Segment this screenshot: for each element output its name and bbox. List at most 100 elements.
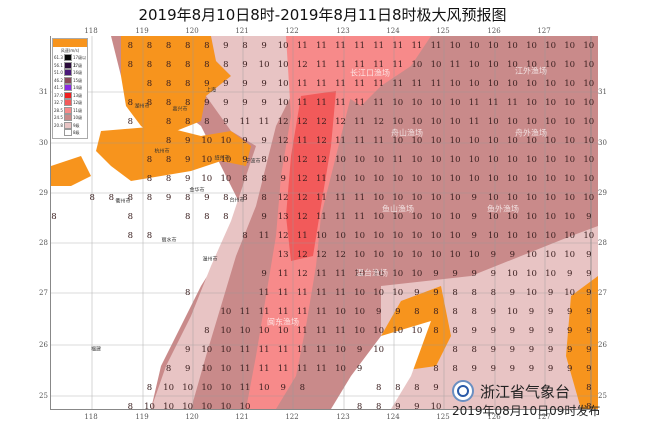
wind-level-value: 11 — [315, 345, 327, 355]
wind-level-value: 10 — [545, 193, 557, 203]
place-label: 湖州市 — [134, 103, 150, 110]
wind-level-value: 11 — [468, 98, 480, 108]
wind-level-value: 10 — [449, 41, 461, 51]
wind-level-value: 10 — [526, 117, 537, 127]
wind-level-value: 9 — [242, 155, 248, 165]
legend-label: 17级 — [73, 62, 83, 68]
wind-level-value: 8 — [204, 212, 210, 222]
fishing-ground-label: 温台渔场 — [356, 268, 388, 278]
wind-level-value: 11 — [354, 79, 366, 89]
wind-level-value: 10 — [392, 174, 404, 184]
wind-level-value: 8 — [146, 155, 153, 165]
wind-level-value: 13 — [277, 212, 289, 222]
wind-level-value: 8 — [433, 326, 439, 336]
wind-level-value: 10 — [506, 231, 518, 241]
legend-value: 32.7 — [54, 100, 63, 105]
place-label: 上海 — [205, 87, 217, 94]
wind-level-value: 10 — [506, 307, 518, 317]
wind-level-value: 10 — [449, 212, 461, 222]
wind-level-value: 10 — [163, 402, 175, 410]
wind-level-value: 11 — [277, 307, 289, 317]
wind-level-value: 10 — [392, 212, 404, 222]
wind-level-value: 10 — [564, 41, 576, 51]
wind-level-value: 8 — [452, 326, 458, 336]
wind-level-value: 12 — [296, 117, 308, 127]
wind-level-value: 9 — [261, 79, 267, 89]
wind-level-value: 10 — [430, 250, 442, 260]
wind-level-value: 11 — [296, 345, 308, 355]
wind-level-value: 10 — [526, 98, 537, 108]
wind-level-value: 9 — [586, 364, 592, 374]
wind-level-value: 9 — [204, 193, 210, 203]
wind-level-value: 10 — [487, 60, 499, 70]
x-tick-top: 119 — [135, 27, 149, 35]
legend-item: 41.5 14级 — [53, 84, 87, 91]
wind-level-value: 9 — [490, 326, 497, 336]
wind-level-value: 9 — [509, 345, 516, 355]
wind-level-value: 8 — [146, 60, 153, 70]
wind-level-value: 9 — [586, 326, 592, 336]
wind-level-value: 8 — [184, 60, 191, 70]
wind-level-value: 10 — [449, 174, 461, 184]
wind-level-value: 12 — [277, 231, 289, 241]
legend-swatch — [64, 84, 72, 91]
wind-level-value: 10 — [201, 364, 213, 374]
legend-item: 24.5 10级 — [53, 114, 87, 121]
wind-level-value: 11 — [335, 60, 346, 70]
wind-level-value: 10 — [526, 174, 537, 184]
legend-value: 56.1 — [54, 62, 63, 68]
wind-level-value: 11 — [258, 288, 270, 298]
wind-level-value: 11 — [239, 383, 251, 393]
wind-level-value: 9 — [223, 98, 229, 108]
wind-level-value: 9 — [471, 364, 477, 374]
wind-level-value: 10 — [526, 231, 537, 241]
wind-level-value: 9 — [261, 136, 267, 146]
wind-level-value: 11 — [239, 307, 251, 317]
wind-level-value: 9 — [242, 98, 248, 108]
wind-level-value: 8 — [146, 98, 153, 108]
wind-level-value: 10 — [392, 250, 404, 260]
x-tick-bottom: 121 — [235, 413, 249, 421]
wind-level-value: 12 — [315, 136, 327, 146]
legend-value: 46.2 — [54, 77, 63, 83]
place-label: 台州市 — [229, 197, 245, 204]
legend-swatch — [64, 114, 72, 121]
wind-level-value: 10 — [354, 326, 366, 336]
legend-swatch — [64, 99, 72, 106]
wind-level-value: 11 — [354, 193, 366, 203]
wind-level-value: 8 — [165, 79, 172, 89]
legend-swatch — [64, 76, 72, 84]
x-tick-bottom: 124 — [386, 413, 400, 421]
wind-level-value: 10 — [373, 345, 385, 355]
wind-level-value: 10 — [564, 231, 576, 241]
wind-level-value: 8 — [51, 212, 57, 222]
wind-level-value: 9 — [184, 155, 191, 165]
wind-level-value: 10 — [468, 60, 480, 70]
wind-level-value: 12 — [335, 117, 346, 127]
wind-level-value: 10 — [506, 136, 518, 146]
wind-level-value: 11 — [315, 60, 327, 70]
wind-level-value: 11 — [373, 79, 385, 89]
wind-level-value: 11 — [258, 117, 270, 127]
wind-level-value: 11 — [315, 212, 327, 222]
wind-level-value: 10 — [373, 231, 385, 241]
wind-level-value: 8 — [261, 155, 267, 165]
wind-level-value: 9 — [509, 250, 516, 260]
wind-level-value: 11 — [335, 136, 346, 146]
legend-label: 8级 — [73, 130, 80, 135]
wind-level-value: 10 — [506, 41, 518, 51]
y-tick-left: 27 — [39, 289, 48, 297]
legend-label: 9级 — [73, 122, 80, 128]
wind-level-value: 10 — [201, 155, 213, 165]
x-tick-top: 118 — [84, 27, 98, 35]
place-label: 杭州市 — [154, 148, 170, 155]
wind-level-value: 9 — [280, 383, 286, 393]
wind-level-value: 10 — [506, 79, 518, 89]
wind-level-value: 8 — [242, 231, 248, 241]
wind-level-value: 9 — [223, 41, 229, 51]
wind-level-value: 9 — [414, 288, 420, 298]
wind-level-value: 12 — [296, 60, 308, 70]
wind-level-value: 10 — [468, 41, 480, 51]
wind-level-value: 10 — [487, 193, 499, 203]
x-tick-bottom: 119 — [135, 413, 149, 421]
